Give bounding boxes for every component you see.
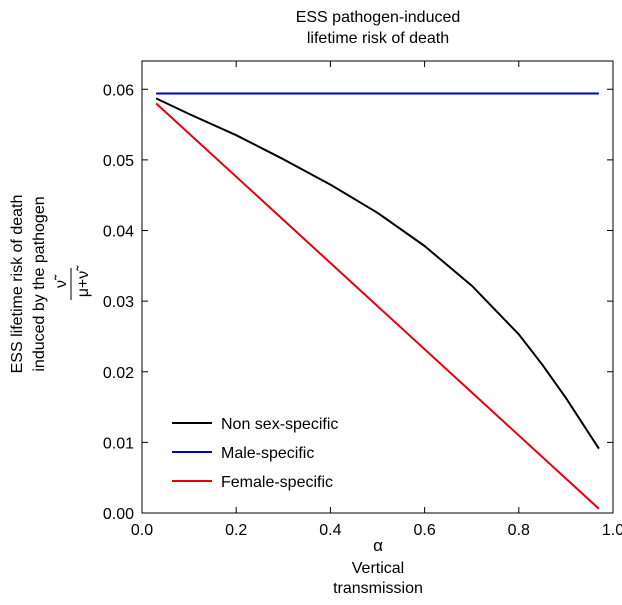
x-tick-label: 0.4 [319, 522, 341, 539]
y-axis-label: ESS lifetime risk of death induced by th… [9, 195, 92, 374]
series-line-non-sex-specific [155, 97, 600, 450]
legend-label-non-sex-specific: Non sex-specific [221, 416, 338, 433]
x-tick-label: 0.8 [508, 522, 530, 539]
legend-label-male-specific: Male-specific [221, 445, 314, 462]
y-tick-label: 0.00 [103, 506, 134, 523]
plot-area-frame [141, 60, 614, 514]
x-axis-symbol: α [373, 536, 383, 555]
axis-ticks: 0.0 0.2 0.4 0.6 0.8 1.0 0.00 0.01 0.02 0.03 0.04 0.… [103, 61, 622, 539]
x-tick-label: 1.0 [602, 522, 622, 539]
series-lines [155, 92, 600, 510]
y-axis-formula-numerator: ν̃ [53, 274, 70, 288]
chart-title-line-2: lifetime risk of death [307, 30, 449, 47]
y-tick-label: 0.05 [103, 153, 134, 170]
y-tick-label: 0.02 [103, 365, 134, 382]
y-axis-label-line-1: ESS lifetime risk of death [9, 195, 26, 374]
x-axis-label-line-1: Vertical [352, 560, 404, 577]
legend: Non sex-specific Male-specific Female-sp… [172, 416, 338, 491]
y-tick-label: 0.01 [103, 435, 134, 452]
y-axis-formula-denominator: μ+ν̃ [75, 265, 92, 298]
x-tick-label: 0.0 [131, 522, 153, 539]
x-axis-label-line-2: transmission [333, 580, 423, 597]
chart-title-line-1: ESS pathogen-induced [296, 9, 461, 26]
x-tick-label: 0.2 [225, 522, 247, 539]
x-tick-label: 0.6 [413, 522, 435, 539]
y-axis-label-line-2: induced by the pathogen [31, 196, 48, 371]
series-line-female-specific [155, 102, 600, 510]
y-tick-label: 0.06 [103, 82, 134, 99]
y-tick-label: 0.03 [103, 294, 134, 311]
legend-label-female-specific: Female-specific [221, 474, 333, 491]
y-tick-label: 0.04 [103, 224, 134, 241]
